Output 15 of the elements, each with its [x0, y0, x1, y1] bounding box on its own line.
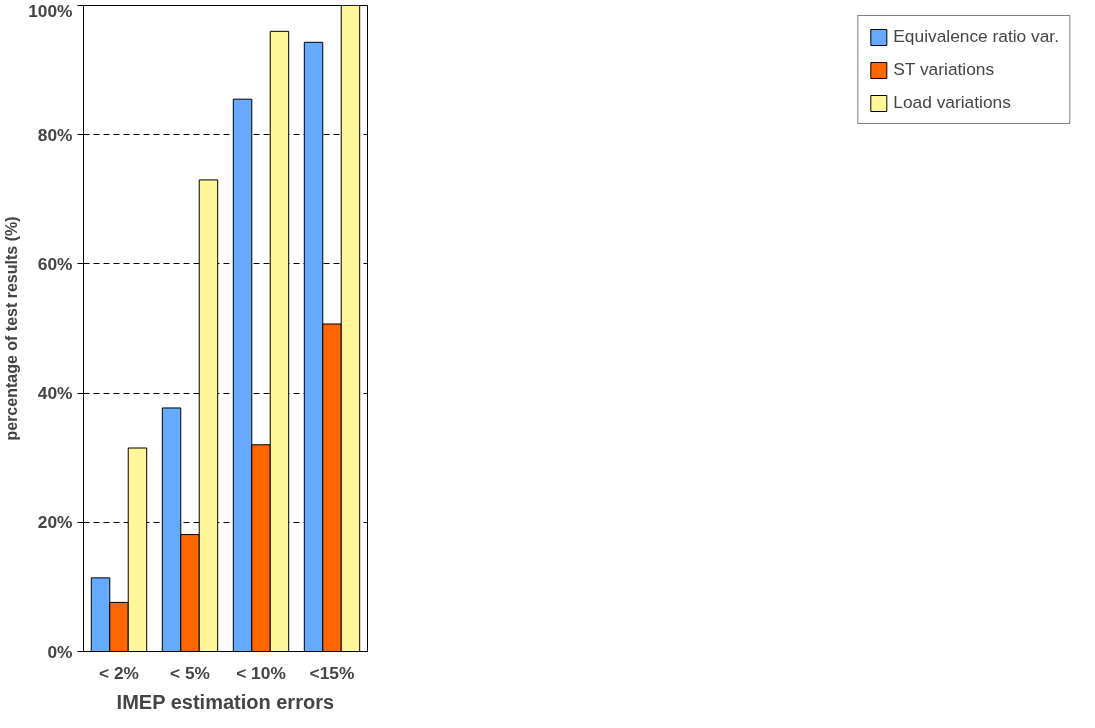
y-tick-label: 60% — [37, 253, 73, 274]
y-tick-label: 100% — [28, 0, 73, 21]
y-axis-title: percentage of test results (%) — [3, 216, 21, 441]
legend-label: Load variations — [893, 92, 1011, 113]
x-tick-label: < 2% — [99, 662, 139, 683]
x-tick-label: < 5% — [170, 662, 210, 683]
y-tick-label: 0% — [47, 641, 73, 662]
x-tick-label: <15% — [309, 662, 355, 683]
y-tick-label: 80% — [37, 124, 73, 145]
legend-label: ST variations — [893, 59, 995, 80]
y-tick-label: 20% — [37, 512, 73, 533]
x-tick-label: < 10% — [236, 662, 286, 683]
legend-label: Equivalence ratio var. — [893, 26, 1059, 47]
y-tick-label: 40% — [37, 383, 73, 404]
x-axis-title: IMEP estimation errors — [116, 690, 335, 713]
